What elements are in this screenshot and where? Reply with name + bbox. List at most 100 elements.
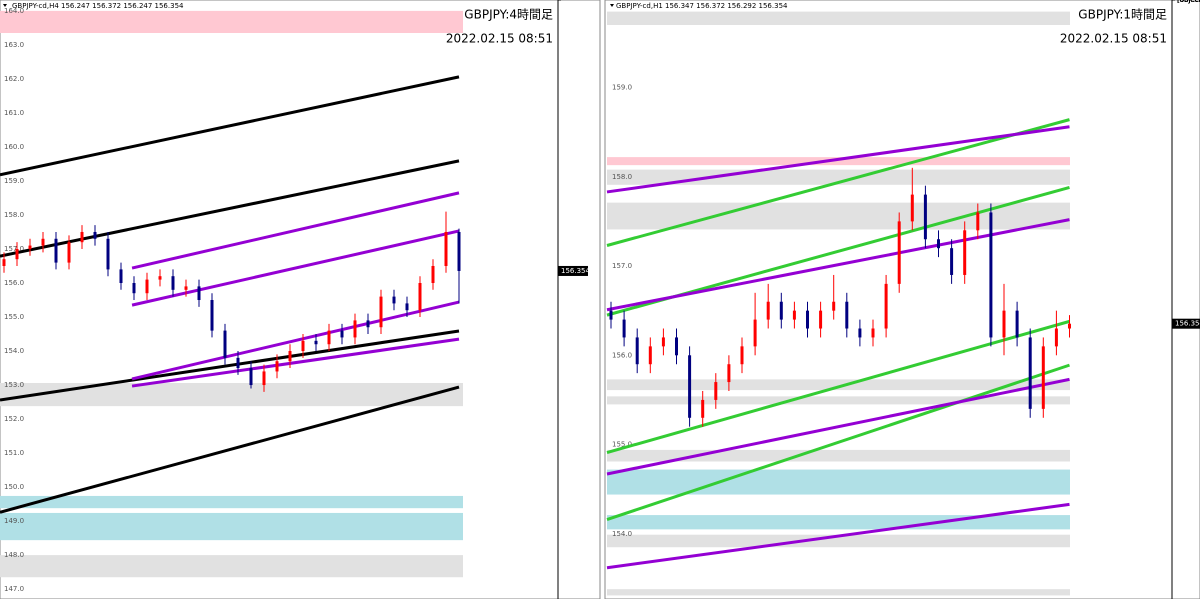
chart-subtitle: 2022.02.15 08:51 (446, 32, 553, 46)
candle-body (119, 269, 123, 284)
trend-line (606, 502, 1070, 570)
level-label: 159.0 (612, 83, 632, 91)
candle-body (132, 283, 136, 294)
candle-body (661, 337, 665, 347)
level-label: 159.0 (4, 177, 24, 185)
candle-body (275, 361, 279, 372)
zone (0, 512, 463, 541)
level-label: 164.0 (4, 7, 24, 15)
candle-body (340, 330, 344, 338)
candle-body (779, 301, 783, 320)
candle-body (871, 328, 875, 338)
candle-body (792, 310, 796, 320)
zone (607, 534, 1070, 548)
candle-body (675, 337, 678, 356)
candle-body (158, 276, 162, 280)
zone (607, 396, 1070, 405)
price-tag-label: 156.354 (561, 267, 590, 275)
chart-header: GBPJPY-cd,H4 156.247 156.372 156.247 156… (12, 2, 184, 10)
zone (607, 157, 1070, 166)
chart-title: GBPJPY:1時間足 (1078, 8, 1167, 22)
candle-body (405, 303, 409, 311)
candle-body (80, 231, 84, 243)
candle-body (210, 300, 214, 331)
chart-title: GBPJPY:4時間足 (464, 8, 553, 22)
zone (607, 11, 1070, 25)
price-tag-label: 156.354 (1175, 320, 1200, 328)
candle-body (884, 283, 888, 329)
candle-body (937, 239, 940, 249)
zone (0, 555, 463, 578)
level-label: 149.0 (4, 517, 24, 525)
y-tick-label: [object Object],159.685,[object Object],… (1177, 0, 1200, 4)
level-label: 155.0 (612, 441, 632, 449)
menu-triangle[interactable] (3, 4, 7, 7)
y-tick-label: [object Object],159.685,[object Object],… (1177, 0, 1200, 4)
candle-body (1041, 346, 1045, 409)
candle-body (923, 194, 927, 240)
trend-line (606, 319, 1070, 455)
y-tick-label: [object Object],159.685,[object Object],… (1177, 0, 1200, 4)
trend-line (0, 329, 460, 402)
candle-body (897, 221, 901, 284)
y-tick-label: [object Object],159.685,[object Object],… (1177, 0, 1200, 4)
level-label: 157.0 (4, 245, 24, 253)
candle-body (910, 194, 914, 222)
candle-body (1015, 310, 1019, 338)
candle-body (622, 319, 626, 338)
candle-body (950, 248, 954, 275)
candle-body (1068, 323, 1071, 329)
candle-body (314, 340, 318, 345)
trend-line (606, 118, 1070, 247)
candle-body (819, 310, 823, 329)
candle-body (353, 320, 357, 338)
trend-line (0, 159, 460, 258)
panel-frame (604, 0, 1200, 599)
y-tick-label: [object Object],159.685,[object Object],… (1177, 0, 1200, 4)
candle-body (701, 399, 705, 418)
candle-body (648, 346, 652, 365)
y-tick-label: [object Object],159.685,[object Object],… (1177, 0, 1200, 4)
trend-line (131, 300, 460, 381)
y-tick-label: [object Object],159.685,[object Object],… (1177, 0, 1200, 4)
candle-body (714, 382, 718, 400)
candle-body (845, 301, 849, 329)
candle-body (858, 328, 862, 338)
candle-body (379, 296, 383, 328)
candle-body (418, 283, 422, 311)
trend-line (131, 191, 460, 270)
level-label: 158.0 (4, 211, 24, 219)
trend-line (0, 75, 460, 177)
level-label: 148.0 (4, 551, 24, 559)
candle-body (327, 330, 331, 345)
trend-line (131, 229, 460, 307)
candle-body (1028, 337, 1032, 409)
candle-body (106, 238, 110, 270)
candle-body (457, 231, 461, 271)
y-tick-label: [object Object],159.685,[object Object],… (1177, 0, 1200, 4)
zone (0, 10, 463, 33)
level-label: 158.0 (612, 173, 632, 181)
candle-body (28, 245, 32, 249)
zone (607, 169, 1070, 185)
candle-body (41, 238, 45, 246)
candle-body (249, 368, 253, 386)
level-label: 151.0 (4, 449, 24, 457)
candle-body (262, 371, 266, 386)
zone (607, 379, 1070, 391)
menu-triangle[interactable] (610, 4, 614, 7)
trend-line (606, 363, 1070, 521)
chart-header: GBPJPY-cd,H1 156.347 156.372 156.292 156… (616, 2, 788, 10)
candle-body (963, 230, 967, 275)
level-label: 154.0 (4, 347, 24, 355)
trend-line (0, 385, 460, 514)
candle-body (145, 279, 149, 294)
level-label: 152.0 (4, 415, 24, 423)
level-label: 160.0 (4, 143, 24, 151)
candle-body (766, 301, 770, 320)
trend-line (606, 125, 1070, 194)
candle-body (1002, 310, 1006, 338)
level-label: 162.0 (4, 75, 24, 83)
y-tick-label: [object Object],159.685,[object Object],… (1177, 0, 1200, 4)
candle-body (366, 320, 370, 328)
